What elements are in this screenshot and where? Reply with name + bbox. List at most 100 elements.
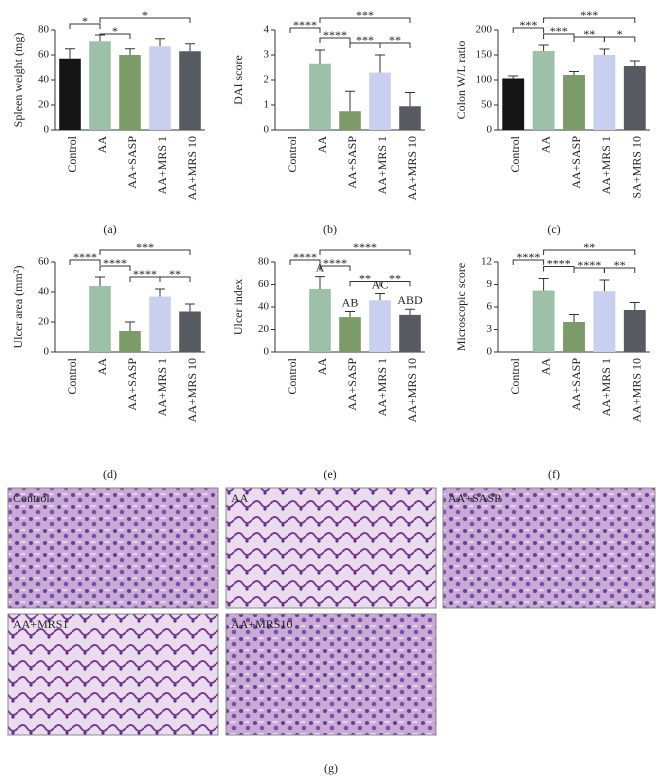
x-tick-label: AA+MRS 1	[375, 358, 389, 416]
image-label: AA+MRS10	[231, 617, 292, 631]
x-tick-label: AA	[95, 358, 109, 376]
x-tick-label: AA+MRS 10	[630, 358, 644, 422]
significance-label: ****	[293, 18, 317, 32]
y-tick-label: 80	[258, 256, 270, 268]
y-tick-label: 3	[487, 323, 493, 335]
y-tick-label: 0	[264, 346, 270, 358]
error-bar	[185, 43, 195, 52]
error-bar	[95, 276, 105, 286]
bar	[309, 289, 331, 352]
bar	[593, 291, 616, 352]
bar	[339, 111, 361, 130]
x-tick-label: Control	[285, 357, 299, 394]
x-tick-label: AA+MRS 1	[599, 136, 613, 194]
x-tick-label: Control	[65, 357, 79, 394]
error-bar	[65, 48, 75, 59]
significance-label: ***	[550, 24, 568, 38]
x-tick-label: AA+MRS 10	[185, 136, 199, 200]
y-axis-label: Microscopic score	[454, 263, 468, 351]
image-label: AA+MRS1	[13, 617, 68, 631]
histology-image	[7, 487, 219, 609]
significance-bracket	[603, 267, 636, 273]
histology-image	[225, 613, 437, 736]
x-tick-label: AA+SASP	[125, 358, 139, 411]
significance-bracket	[99, 17, 191, 23]
bar	[119, 55, 141, 130]
panel-caption: (a)	[103, 222, 116, 236]
x-tick-label: AA	[95, 136, 109, 154]
y-tick-label: 20	[38, 316, 50, 328]
significance-bracket	[69, 23, 101, 29]
y-tick-label: 60	[258, 278, 270, 290]
bar	[369, 72, 391, 130]
panel-caption: (c)	[547, 222, 560, 236]
x-tick-label: AA+MRS 1	[375, 136, 389, 194]
error-bar	[405, 308, 415, 315]
histology-image	[225, 487, 437, 609]
x-tick-label: AA+MRS 10	[405, 358, 419, 422]
image-label: Control	[13, 491, 50, 505]
bar	[593, 55, 616, 130]
bar	[399, 314, 421, 352]
bar	[119, 331, 141, 352]
significance-bracket	[603, 36, 636, 42]
error-bar	[405, 92, 415, 107]
histology-panels: Control AA AA+SASP AA+MRS1 AA+MRS10 (g)	[7, 487, 656, 775]
error-bar	[315, 49, 325, 64]
significance-bracket	[512, 27, 545, 33]
bar	[179, 311, 201, 352]
x-tick-label: AA+MRS 1	[155, 358, 169, 416]
x-tick-label: Control	[508, 357, 522, 394]
panel-caption: (b)	[323, 222, 337, 236]
y-tick-label: 2	[264, 74, 270, 86]
significance-label: ****	[73, 250, 97, 264]
y-tick-label: 60	[38, 256, 50, 268]
significance-bracket	[289, 27, 321, 33]
y-axis-label: Ulcer area (mm²)	[11, 266, 25, 349]
y-tick-label: 0	[487, 124, 493, 136]
error-bar	[629, 302, 640, 310]
y-tick-label: 3	[264, 49, 270, 61]
x-tick-label: AA	[538, 358, 552, 376]
panel-caption: (f)	[548, 467, 560, 481]
bar	[309, 63, 331, 130]
significance-label: ***	[136, 240, 154, 254]
error-bar	[155, 38, 165, 47]
significance-bracket	[289, 259, 321, 265]
y-tick-label: 20	[258, 323, 270, 335]
bar	[502, 78, 525, 130]
x-tick-label: Control	[508, 135, 522, 172]
bar	[89, 41, 111, 130]
error-bar	[375, 293, 385, 301]
x-tick-label: Control	[65, 135, 79, 172]
y-tick-label: 100	[476, 74, 493, 86]
significance-label: ****	[133, 267, 157, 281]
y-tick-label: 6	[487, 301, 493, 313]
error-bar	[569, 71, 579, 75]
significance-bracket	[99, 249, 191, 255]
error-bar	[155, 288, 165, 297]
image-label: AA+SASP	[448, 491, 501, 505]
significance-label: ****	[547, 256, 571, 270]
bar	[623, 310, 646, 352]
bar	[532, 51, 555, 130]
error-bar	[538, 278, 549, 291]
significance-label: **	[583, 27, 595, 41]
panel-caption: (d)	[103, 467, 117, 481]
bar	[149, 46, 171, 130]
x-tick-label: AA	[315, 136, 329, 154]
significance-label: **	[614, 258, 626, 272]
y-tick-label: 20	[38, 99, 50, 111]
bar	[179, 51, 201, 130]
x-tick-label: AA+SASP	[345, 358, 359, 411]
y-tick-label: 150	[476, 49, 493, 61]
significance-bracket	[159, 276, 191, 282]
significance-label: ****	[577, 258, 601, 272]
significance-bracket	[319, 249, 411, 255]
error-bar	[345, 90, 355, 112]
x-tick-label: AA+SASP	[125, 136, 139, 189]
y-tick-label: 0	[44, 124, 50, 136]
y-tick-label: 12	[481, 256, 492, 268]
significance-bracket	[543, 17, 636, 23]
